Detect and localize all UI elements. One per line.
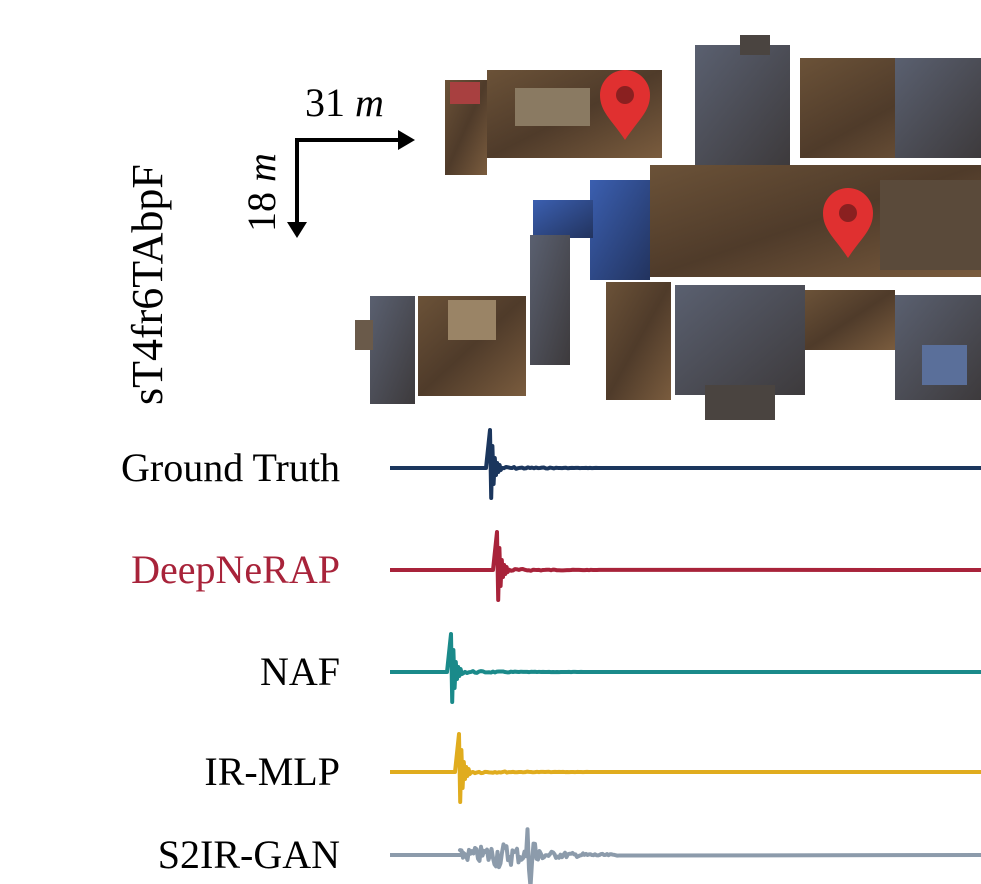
waveform bbox=[390, 634, 981, 702]
floor-plan bbox=[355, 35, 981, 420]
figure: 31 m 18 m sT4fr6TAbpF Ground Truth DeepNe… bbox=[0, 0, 981, 884]
method-label: DeepNeRAP bbox=[131, 547, 340, 592]
method-label: NAF bbox=[260, 649, 340, 694]
arrow-heads bbox=[287, 130, 415, 238]
height-label: 18 m bbox=[239, 153, 284, 232]
waveform bbox=[390, 532, 981, 600]
scene-id: sT4fr6TAbpF bbox=[123, 164, 172, 405]
method-label: IR-MLP bbox=[204, 749, 340, 794]
method-label: S2IR-GAN bbox=[158, 832, 340, 877]
method-label: Ground Truth bbox=[121, 445, 340, 490]
waveform bbox=[390, 734, 981, 802]
waveform bbox=[390, 829, 981, 884]
waveform bbox=[390, 430, 981, 498]
method-rows: Ground Truth DeepNeRAP NAF IR-MLP S2IR-GAN bbox=[121, 430, 981, 884]
scale-arrows bbox=[297, 140, 400, 230]
width-label: 31 m bbox=[305, 80, 384, 125]
